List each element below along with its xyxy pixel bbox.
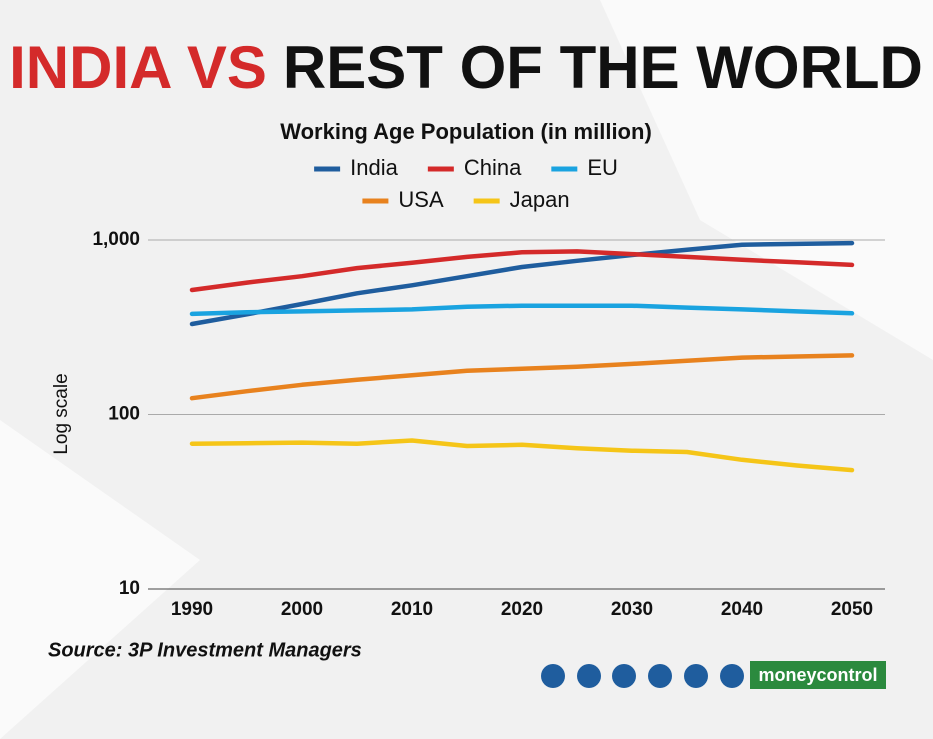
legend-label: USA — [398, 187, 444, 212]
x-tick-label: 2010 — [391, 599, 433, 620]
x-tick-label: 2020 — [501, 599, 543, 620]
icon — [577, 664, 601, 688]
line-series — [189, 249, 855, 293]
x-tick-label: 2000 — [281, 599, 323, 620]
icon — [684, 664, 708, 688]
line-series — [189, 438, 855, 473]
legend-label: India — [350, 155, 398, 180]
line-series — [189, 240, 855, 327]
x-tick-label: 2040 — [721, 599, 763, 620]
legend-label: Japan — [510, 187, 570, 212]
y-tick-label: 100 — [108, 404, 140, 425]
x-tick-label: 2050 — [831, 599, 873, 620]
x-tick-label: 1990 — [171, 599, 213, 620]
legend-label: EU — [587, 155, 618, 180]
y-tick-label: 10 — [119, 578, 140, 599]
social-icons — [541, 664, 744, 688]
icon — [648, 664, 672, 688]
title: REST OF THE WORLD — [283, 34, 923, 101]
y-axis-label: Log scale — [51, 373, 72, 454]
source: Source: 3P Investment Managers — [48, 639, 362, 661]
brand-box — [750, 661, 886, 689]
title-highlight: INDIA VS — [9, 34, 267, 101]
bg-shape — [600, 0, 933, 360]
brand: moneycontrol — [758, 665, 877, 685]
line-series — [189, 303, 855, 317]
x-tick-label: 2030 — [611, 599, 653, 620]
legend-label: China — [464, 155, 522, 180]
y-tick-label: 1,000 — [92, 229, 140, 250]
icon — [720, 664, 744, 688]
bg-shape — [0, 420, 200, 739]
subtitle: Working Age Population (in million) — [280, 119, 652, 144]
icon — [541, 664, 565, 688]
line-series — [189, 353, 855, 401]
icon — [612, 664, 636, 688]
